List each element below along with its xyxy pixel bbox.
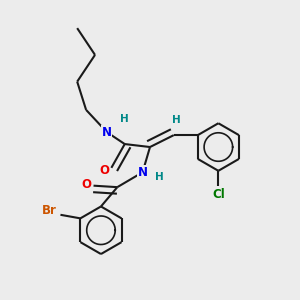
Text: O: O <box>99 164 109 177</box>
Text: H: H <box>172 115 181 125</box>
Text: Cl: Cl <box>212 188 225 201</box>
Text: H: H <box>120 114 128 124</box>
Text: N: N <box>102 126 112 139</box>
Text: H: H <box>155 172 164 182</box>
Text: Br: Br <box>42 204 57 218</box>
Text: N: N <box>138 166 148 179</box>
Text: O: O <box>81 178 91 191</box>
